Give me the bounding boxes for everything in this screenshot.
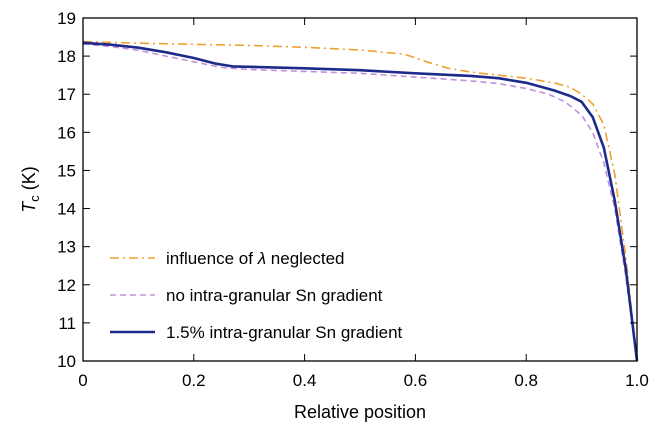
x-tick-label: 0.6 (404, 371, 428, 390)
x-tick-label: 0.4 (293, 371, 317, 390)
y-tick-label: 13 (57, 238, 76, 257)
series-lambda-neglected (82, 40, 638, 362)
legend-label-lambda-symbol: λ (257, 249, 266, 268)
y-axis-unit: (K) (19, 166, 39, 195)
y-tick-label: 12 (57, 276, 76, 295)
legend-label-no-gradient: no intra-granular Sn gradient (166, 286, 383, 305)
x-tick-label: 0.8 (514, 371, 538, 390)
y-axis-symbol: T (19, 200, 39, 213)
y-tick-label: 18 (57, 47, 76, 66)
ticks-layer: 10 11 12 13 14 15 16 17 18 19 0 0.2 0.4 0.6 0.8 1.0 (57, 9, 649, 390)
y-tick-label: 19 (57, 9, 76, 28)
y-tick-label: 14 (57, 200, 76, 219)
y-axis-subscript: c (27, 195, 42, 202)
y-axis-title: Tc (K) (19, 166, 42, 213)
legend-label-lambda-after: neglected (266, 249, 344, 268)
series-no-gradient (82, 43, 638, 362)
x-tick-label: 1.0 (625, 371, 649, 390)
legend-label-lambda-neglected: influence of λ neglected (166, 249, 345, 268)
y-tick-label: 17 (57, 85, 76, 104)
series-layer (82, 40, 639, 362)
legend-label-gradient-1-5: 1.5% intra-granular Sn gradient (166, 323, 403, 342)
y-tick-label: 10 (57, 352, 76, 371)
y-tick-label: 16 (57, 123, 76, 142)
series-gradient-1-5 (82, 41, 639, 362)
x-tick-label: 0.2 (182, 371, 206, 390)
y-tick-label: 15 (57, 161, 76, 180)
legend-label-lambda-before: influence of (166, 249, 258, 268)
x-axis-title: Relative position (294, 402, 426, 422)
plot-frame (82, 17, 638, 362)
x-tick-label: 0 (78, 371, 87, 390)
y-tick-label: 11 (58, 314, 76, 333)
legend: influence of λ neglected no intra-granul… (110, 249, 403, 342)
